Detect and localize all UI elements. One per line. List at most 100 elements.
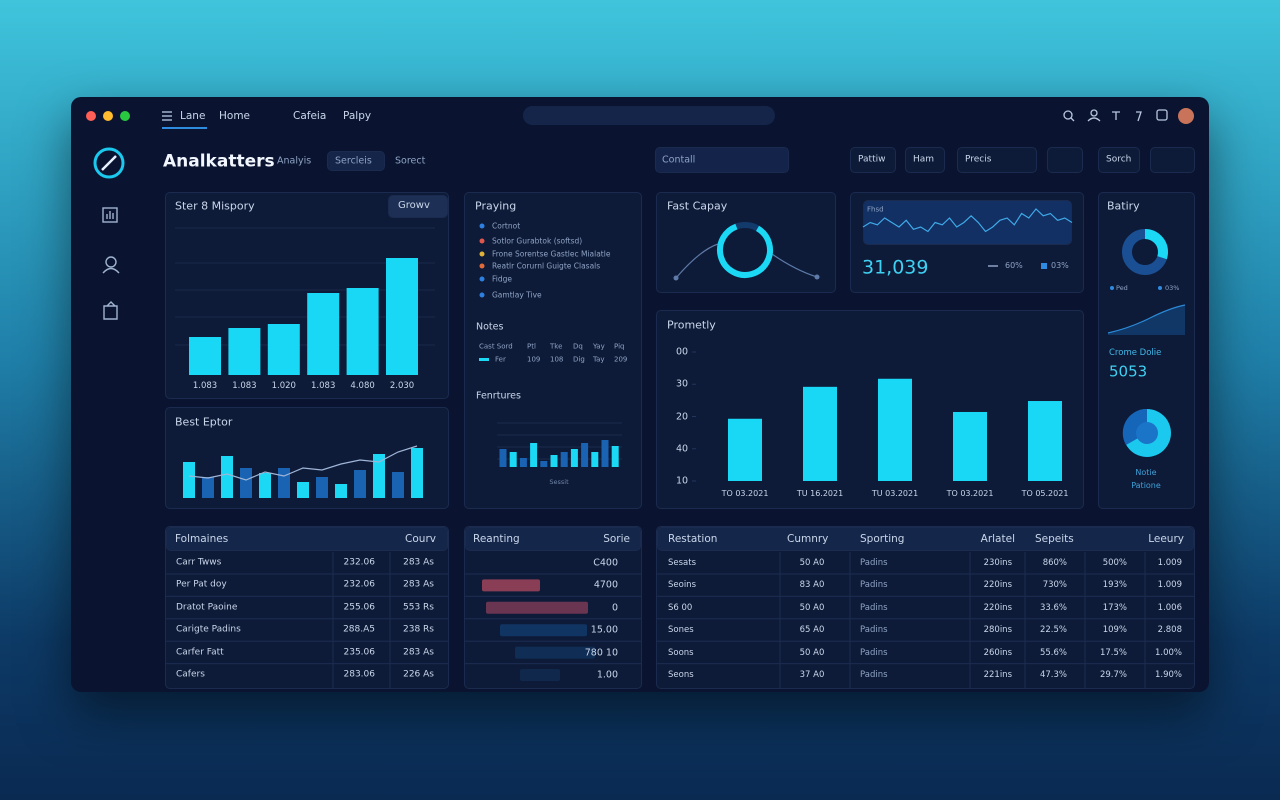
y-tick-label: 20	[676, 410, 689, 422]
menu-item[interactable]: Palpy	[343, 109, 372, 122]
cell: 1.009	[1157, 580, 1182, 591]
cell: 283 As	[403, 647, 434, 658]
search-text: Contall	[662, 154, 696, 166]
button[interactable]	[957, 147, 1037, 173]
cell: 55.6%	[1039, 647, 1067, 658]
cell: 1.00%	[1154, 647, 1182, 658]
cell: Soons	[668, 647, 694, 658]
cell: 220ins	[983, 580, 1012, 591]
bar	[611, 446, 619, 467]
bar	[601, 440, 609, 467]
column-header[interactable]: Courv	[405, 532, 436, 545]
cell: Padins	[860, 557, 888, 568]
tab[interactable]: Analyis	[277, 155, 312, 167]
capacity-ring	[673, 222, 820, 281]
cell: 2.808	[1157, 624, 1182, 635]
y-tick-label: 40	[676, 443, 689, 454]
menu-item[interactable]: Cafeia	[293, 109, 327, 122]
cell: Padins	[860, 602, 888, 613]
cell: 232.06	[343, 579, 376, 590]
close-dot[interactable]	[86, 111, 96, 121]
prometly-panel	[656, 310, 1084, 509]
menu-item[interactable]: Lane	[180, 109, 206, 122]
notes-cell: 209	[614, 355, 628, 364]
tab[interactable]: Sercleis	[335, 155, 372, 167]
avatar[interactable]	[1178, 108, 1194, 124]
max-dot[interactable]	[120, 111, 130, 121]
min-dot[interactable]	[103, 111, 113, 121]
tab-active[interactable]	[327, 151, 385, 171]
dropdown[interactable]	[388, 195, 448, 218]
notes-cell: Tay	[593, 355, 605, 364]
bar	[953, 411, 987, 481]
cell: Cafers	[176, 669, 205, 680]
kpi-value: 5053	[1109, 362, 1148, 381]
chart-label: Crome Dolie	[1109, 347, 1162, 358]
cell: Sesats	[668, 557, 697, 568]
progress-bar	[482, 579, 540, 592]
cell: Padins	[860, 580, 888, 591]
button-label[interactable]: Sorch	[1106, 154, 1132, 165]
cell: Seons	[668, 669, 694, 680]
column-header: Restation	[668, 532, 718, 545]
cell: 1.90%	[1154, 669, 1182, 680]
cell: 260ins	[983, 647, 1012, 658]
button[interactable]	[1098, 147, 1140, 173]
legend-label: Frone Sorentse Gastlec Mialatle	[492, 249, 611, 259]
cell: 780 10	[584, 646, 618, 658]
tab[interactable]: Sorect	[395, 155, 426, 167]
table1	[165, 526, 449, 689]
column-header[interactable]: Sorie	[603, 532, 630, 545]
panel-title: Ster 8 Mispory	[175, 199, 255, 213]
cell: 50 A0	[799, 647, 825, 658]
y-tick-label: 10	[676, 475, 689, 487]
notes-cell: 109	[527, 355, 541, 364]
column-header: Sporting	[860, 532, 905, 545]
chart-label: Notie	[1135, 468, 1157, 477]
x-tick-label: 4.080	[350, 380, 375, 391]
column-header: Sepeits	[1035, 532, 1074, 545]
bar	[373, 454, 385, 498]
x-tick-label: TO 03.2021	[946, 489, 994, 498]
button-label[interactable]: Pattiw	[858, 154, 886, 165]
cell: 1.009	[1157, 557, 1182, 568]
bar	[591, 452, 599, 467]
cell: 235.06	[343, 647, 376, 658]
button[interactable]	[905, 147, 945, 173]
cell: 255.06	[343, 602, 376, 613]
x-tick-label: TO 05.2021	[1021, 489, 1069, 498]
bar	[560, 452, 568, 467]
cell: Per Pat doy	[176, 579, 227, 590]
menu-item[interactable]: Home	[219, 109, 251, 122]
bar	[297, 482, 309, 498]
legend-label: 03%	[1051, 261, 1069, 270]
icon-button[interactable]	[1047, 147, 1083, 173]
search-bar[interactable]	[523, 106, 775, 125]
legend-label: Sotlor Gurabtok (softsd)	[492, 236, 583, 246]
logo	[93, 147, 125, 179]
icon-button[interactable]	[1150, 147, 1195, 173]
legend-swatch	[1041, 263, 1047, 269]
sidebar-icons[interactable]	[102, 207, 120, 320]
bar	[386, 258, 418, 375]
search-input[interactable]	[655, 147, 789, 173]
button-label[interactable]: Ham	[913, 154, 935, 165]
app-title: Analkatters	[163, 151, 275, 172]
bar	[259, 473, 271, 498]
panel-title: Prometly	[667, 318, 716, 332]
cell: 500%	[1102, 557, 1127, 568]
bar	[411, 448, 423, 498]
bar	[240, 468, 252, 498]
cell: 65 A0	[799, 624, 825, 635]
column-header: Arlatel	[980, 532, 1015, 545]
menu-icon[interactable]	[162, 111, 172, 121]
button-label[interactable]: Precis	[965, 154, 992, 165]
cell: 288.A5	[343, 624, 375, 635]
dropdown-label[interactable]: Growv	[398, 200, 430, 211]
panel-title: Praying	[475, 199, 517, 213]
button[interactable]	[850, 147, 896, 173]
y-tick-label: 30	[676, 378, 689, 390]
legend-dot	[479, 276, 485, 282]
cell: 1.006	[1157, 602, 1182, 613]
